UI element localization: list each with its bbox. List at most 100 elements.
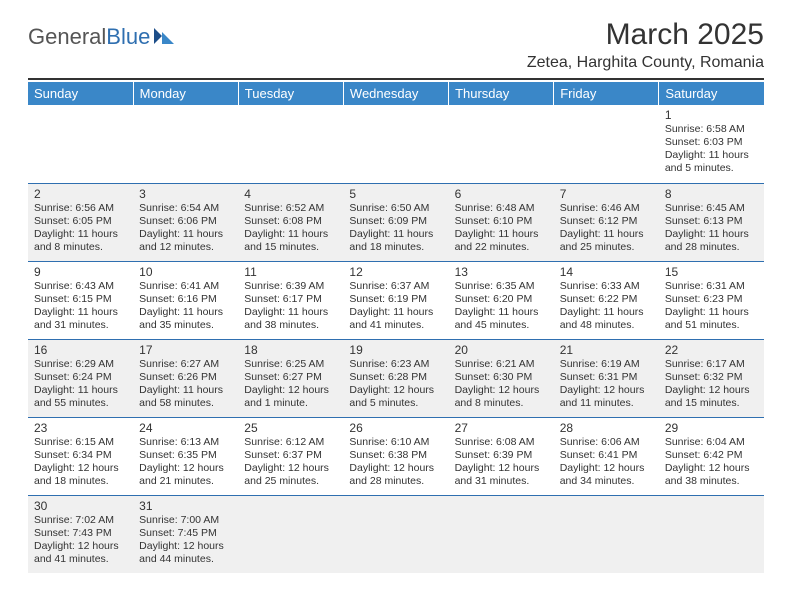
- daylight-text: Daylight: 11 hours and 38 minutes.: [244, 306, 341, 332]
- day-number: 11: [244, 265, 341, 279]
- day-info: Sunrise: 6:54 AMSunset: 6:06 PMDaylight:…: [139, 202, 236, 255]
- calendar-page: GeneralBlue March 2025 Zetea, Harghita C…: [0, 0, 792, 583]
- weekday-header: Sunday: [28, 82, 133, 105]
- sunrise-text: Sunrise: 6:45 AM: [665, 202, 762, 215]
- calendar-week-row: 30Sunrise: 7:02 AMSunset: 7:43 PMDayligh…: [28, 495, 764, 573]
- daylight-text: Daylight: 12 hours and 41 minutes.: [34, 540, 131, 566]
- weekday-header: Saturday: [659, 82, 764, 105]
- sunrise-text: Sunrise: 6:06 AM: [560, 436, 657, 449]
- sunset-text: Sunset: 6:26 PM: [139, 371, 236, 384]
- day-number: 24: [139, 421, 236, 435]
- weekday-header: Monday: [133, 82, 238, 105]
- sunset-text: Sunset: 6:15 PM: [34, 293, 131, 306]
- daylight-text: Daylight: 11 hours and 22 minutes.: [455, 228, 552, 254]
- day-cell: 15Sunrise: 6:31 AMSunset: 6:23 PMDayligh…: [659, 261, 764, 339]
- day-cell: [238, 495, 343, 573]
- sunset-text: Sunset: 6:28 PM: [349, 371, 446, 384]
- day-cell: 27Sunrise: 6:08 AMSunset: 6:39 PMDayligh…: [449, 417, 554, 495]
- logo: GeneralBlue: [28, 18, 178, 50]
- calendar-week-row: 23Sunrise: 6:15 AMSunset: 6:34 PMDayligh…: [28, 417, 764, 495]
- sunrise-text: Sunrise: 6:50 AM: [349, 202, 446, 215]
- daylight-text: Daylight: 11 hours and 48 minutes.: [560, 306, 657, 332]
- sunset-text: Sunset: 6:38 PM: [349, 449, 446, 462]
- daylight-text: Daylight: 12 hours and 34 minutes.: [560, 462, 657, 488]
- day-info: Sunrise: 6:52 AMSunset: 6:08 PMDaylight:…: [244, 202, 341, 255]
- logo-flag-icon: [152, 26, 178, 48]
- day-number: 2: [34, 187, 131, 201]
- sunset-text: Sunset: 6:09 PM: [349, 215, 446, 228]
- day-number: 3: [139, 187, 236, 201]
- month-title: March 2025: [527, 18, 764, 52]
- day-cell: 8Sunrise: 6:45 AMSunset: 6:13 PMDaylight…: [659, 183, 764, 261]
- day-info: Sunrise: 6:50 AMSunset: 6:09 PMDaylight:…: [349, 202, 446, 255]
- sunset-text: Sunset: 6:42 PM: [665, 449, 762, 462]
- daylight-text: Daylight: 12 hours and 28 minutes.: [349, 462, 446, 488]
- day-cell: 25Sunrise: 6:12 AMSunset: 6:37 PMDayligh…: [238, 417, 343, 495]
- day-number: 6: [455, 187, 552, 201]
- sunset-text: Sunset: 6:16 PM: [139, 293, 236, 306]
- weekday-header-row: Sunday Monday Tuesday Wednesday Thursday…: [28, 82, 764, 105]
- day-cell: [659, 495, 764, 573]
- day-info: Sunrise: 6:19 AMSunset: 6:31 PMDaylight:…: [560, 358, 657, 411]
- day-cell: 21Sunrise: 6:19 AMSunset: 6:31 PMDayligh…: [554, 339, 659, 417]
- sunset-text: Sunset: 6:27 PM: [244, 371, 341, 384]
- day-info: Sunrise: 6:46 AMSunset: 6:12 PMDaylight:…: [560, 202, 657, 255]
- day-info: Sunrise: 6:13 AMSunset: 6:35 PMDaylight:…: [139, 436, 236, 489]
- day-cell: 3Sunrise: 6:54 AMSunset: 6:06 PMDaylight…: [133, 183, 238, 261]
- sunset-text: Sunset: 6:05 PM: [34, 215, 131, 228]
- sunset-text: Sunset: 6:31 PM: [560, 371, 657, 384]
- day-number: 17: [139, 343, 236, 357]
- day-cell: 1Sunrise: 6:58 AMSunset: 6:03 PMDaylight…: [659, 105, 764, 183]
- sunset-text: Sunset: 6:20 PM: [455, 293, 552, 306]
- daylight-text: Daylight: 11 hours and 41 minutes.: [349, 306, 446, 332]
- day-info: Sunrise: 6:35 AMSunset: 6:20 PMDaylight:…: [455, 280, 552, 333]
- sunset-text: Sunset: 6:37 PM: [244, 449, 341, 462]
- sunrise-text: Sunrise: 6:12 AM: [244, 436, 341, 449]
- page-header: GeneralBlue March 2025 Zetea, Harghita C…: [28, 18, 764, 80]
- sunset-text: Sunset: 6:12 PM: [560, 215, 657, 228]
- daylight-text: Daylight: 11 hours and 31 minutes.: [34, 306, 131, 332]
- sunrise-text: Sunrise: 6:43 AM: [34, 280, 131, 293]
- day-info: Sunrise: 6:23 AMSunset: 6:28 PMDaylight:…: [349, 358, 446, 411]
- sunrise-text: Sunrise: 6:56 AM: [34, 202, 131, 215]
- daylight-text: Daylight: 12 hours and 21 minutes.: [139, 462, 236, 488]
- day-cell: 9Sunrise: 6:43 AMSunset: 6:15 PMDaylight…: [28, 261, 133, 339]
- sunset-text: Sunset: 6:41 PM: [560, 449, 657, 462]
- day-cell: 18Sunrise: 6:25 AMSunset: 6:27 PMDayligh…: [238, 339, 343, 417]
- day-number: 19: [349, 343, 446, 357]
- day-cell: 31Sunrise: 7:00 AMSunset: 7:45 PMDayligh…: [133, 495, 238, 573]
- sunset-text: Sunset: 6:35 PM: [139, 449, 236, 462]
- sunset-text: Sunset: 6:17 PM: [244, 293, 341, 306]
- day-info: Sunrise: 6:58 AMSunset: 6:03 PMDaylight:…: [665, 123, 762, 176]
- calendar-table: Sunday Monday Tuesday Wednesday Thursday…: [28, 82, 764, 573]
- day-number: 16: [34, 343, 131, 357]
- day-number: 8: [665, 187, 762, 201]
- day-cell: 30Sunrise: 7:02 AMSunset: 7:43 PMDayligh…: [28, 495, 133, 573]
- sunset-text: Sunset: 6:19 PM: [349, 293, 446, 306]
- title-block: March 2025 Zetea, Harghita County, Roman…: [527, 18, 764, 72]
- sunrise-text: Sunrise: 6:52 AM: [244, 202, 341, 215]
- daylight-text: Daylight: 12 hours and 44 minutes.: [139, 540, 236, 566]
- sunrise-text: Sunrise: 6:27 AM: [139, 358, 236, 371]
- calendar-body: 1Sunrise: 6:58 AMSunset: 6:03 PMDaylight…: [28, 105, 764, 573]
- sunrise-text: Sunrise: 7:00 AM: [139, 514, 236, 527]
- sunrise-text: Sunrise: 6:54 AM: [139, 202, 236, 215]
- calendar-week-row: 1Sunrise: 6:58 AMSunset: 6:03 PMDaylight…: [28, 105, 764, 183]
- sunrise-text: Sunrise: 6:33 AM: [560, 280, 657, 293]
- sunrise-text: Sunrise: 6:31 AM: [665, 280, 762, 293]
- sunset-text: Sunset: 6:10 PM: [455, 215, 552, 228]
- day-number: 9: [34, 265, 131, 279]
- day-cell: 7Sunrise: 6:46 AMSunset: 6:12 PMDaylight…: [554, 183, 659, 261]
- day-number: 26: [349, 421, 446, 435]
- day-number: 20: [455, 343, 552, 357]
- sunset-text: Sunset: 6:08 PM: [244, 215, 341, 228]
- sunrise-text: Sunrise: 6:58 AM: [665, 123, 762, 136]
- day-number: 4: [244, 187, 341, 201]
- day-cell: 10Sunrise: 6:41 AMSunset: 6:16 PMDayligh…: [133, 261, 238, 339]
- sunrise-text: Sunrise: 6:10 AM: [349, 436, 446, 449]
- daylight-text: Daylight: 12 hours and 38 minutes.: [665, 462, 762, 488]
- day-info: Sunrise: 6:06 AMSunset: 6:41 PMDaylight:…: [560, 436, 657, 489]
- day-cell: 16Sunrise: 6:29 AMSunset: 6:24 PMDayligh…: [28, 339, 133, 417]
- day-cell: [449, 495, 554, 573]
- day-number: 28: [560, 421, 657, 435]
